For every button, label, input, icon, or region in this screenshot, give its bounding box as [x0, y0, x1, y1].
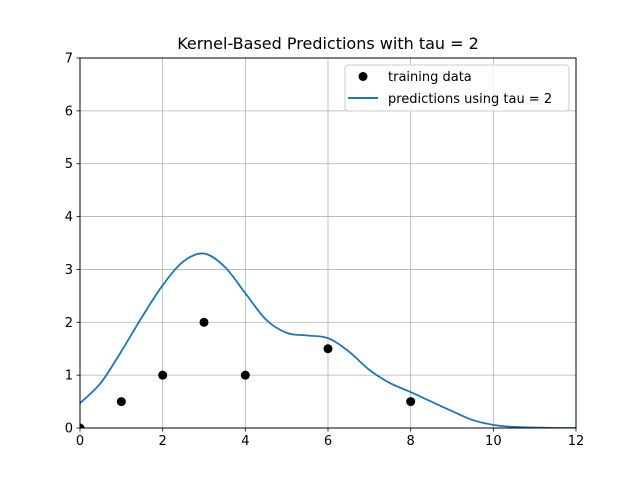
training-data-point: [240, 370, 250, 380]
training-data-point: [158, 370, 168, 380]
prediction-line: [80, 252, 576, 428]
tick-label-y: 7: [65, 52, 73, 67]
tick-label-y: 3: [65, 263, 73, 278]
tick-label-x: 4: [241, 434, 249, 449]
tick-label-y: 5: [65, 157, 73, 172]
tick-label-y: 1: [65, 369, 73, 384]
legend-label-training-data: training data: [388, 70, 472, 85]
tick-label-y: 4: [65, 210, 73, 225]
training-data-point: [323, 344, 333, 354]
training-data-point: [116, 397, 126, 407]
legend-marker-training-data: [358, 72, 368, 81]
tick-label-x: 12: [568, 434, 585, 449]
training-data-point: [406, 397, 416, 407]
tick-label-y: 6: [65, 104, 73, 119]
legend-box: [344, 64, 570, 112]
series-layer: [80, 252, 576, 428]
tick-label-y: 2: [65, 316, 73, 331]
legend: training data predictions using tau = 2: [344, 64, 570, 112]
tick-label-x: 8: [407, 434, 415, 449]
chart-title: Kernel-Based Predictions with tau = 2: [177, 34, 479, 53]
tick-label-x: 2: [159, 434, 167, 449]
training-data-point: [199, 317, 209, 327]
legend-label-predictions: predictions using tau = 2: [388, 92, 552, 107]
tick-label-x: 6: [324, 434, 332, 449]
training-data-point: [80, 423, 85, 428]
tick-label-x: 10: [485, 434, 502, 449]
tick-label-x: 0: [76, 434, 84, 449]
tick-label-y: 0: [65, 422, 73, 437]
